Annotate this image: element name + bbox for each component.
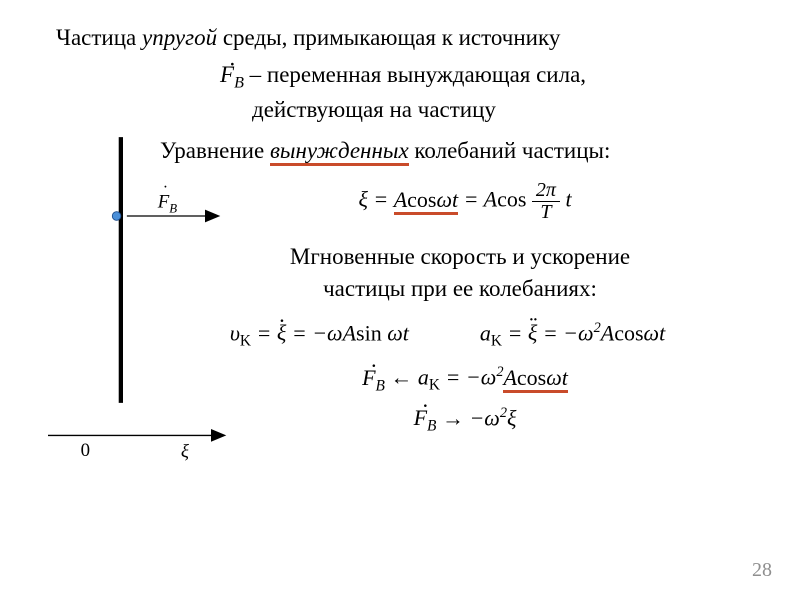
particle-dot: [112, 212, 121, 221]
text-particle: Частица: [56, 25, 142, 50]
forced-word: вынужденных: [270, 138, 409, 166]
text-elastic: упругой: [142, 25, 217, 50]
xi-axis-label: ξ: [181, 442, 190, 463]
force-desc-1: – переменная вынуждающая сила,: [250, 62, 586, 87]
heading-line-1: Частица упругой среды, примыкающая к ист…: [0, 22, 800, 53]
zero-label: 0: [81, 440, 90, 461]
page-number: 28: [752, 559, 772, 582]
diagram: FB · 0 ξ: [48, 120, 228, 480]
force-def-line: FB – переменная вынуждающая сила,: [0, 59, 800, 94]
text-medium: среды, примыкающая к источнику: [217, 25, 560, 50]
svg-text:·: ·: [163, 179, 168, 196]
fb-symbol: FB: [220, 62, 244, 87]
